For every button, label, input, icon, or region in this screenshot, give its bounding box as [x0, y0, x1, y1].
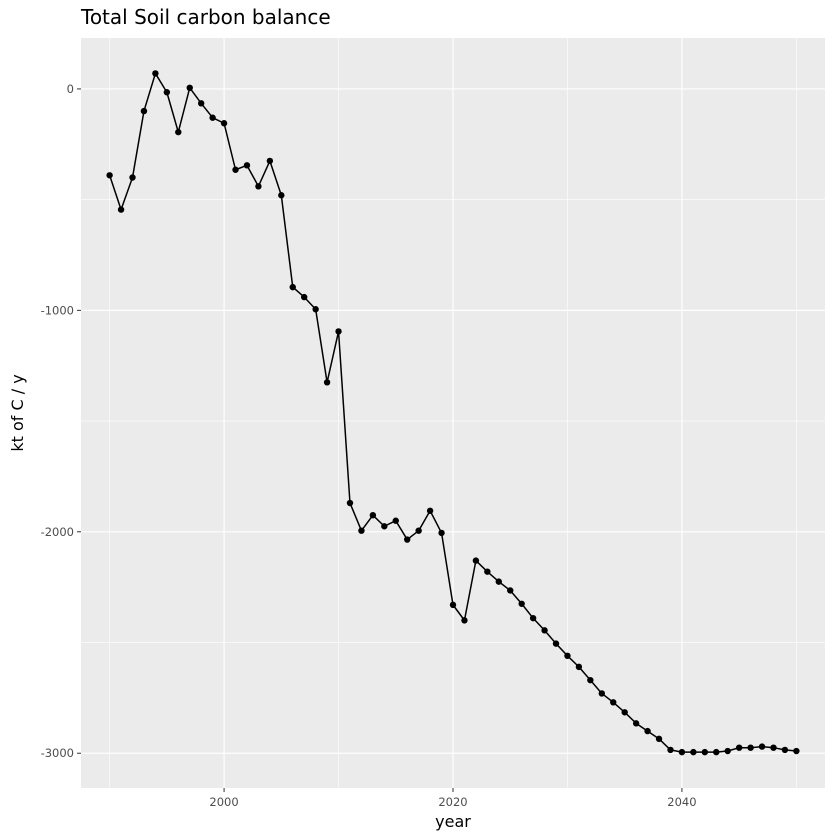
data-point — [346, 499, 354, 507]
data-point — [415, 527, 422, 534]
data-point — [186, 84, 193, 92]
data-point — [541, 627, 548, 634]
data-point — [152, 70, 159, 77]
data-point — [392, 517, 399, 524]
data-point — [461, 617, 468, 624]
data-point — [209, 114, 216, 121]
data-point — [255, 183, 262, 190]
axis-ticks — [77, 88, 683, 792]
major-gridlines — [81, 38, 825, 788]
data-point — [587, 676, 594, 684]
data-point — [632, 720, 640, 727]
data-point — [518, 600, 525, 607]
data-point — [323, 379, 331, 386]
data-point — [335, 328, 342, 335]
data-point — [793, 747, 800, 755]
data-point — [529, 614, 537, 622]
data-point — [197, 100, 205, 107]
data-point — [552, 640, 560, 647]
data-point — [404, 536, 411, 543]
y-tick-label: -2000 — [41, 525, 74, 539]
chart-title: Total Soil carbon balance — [80, 5, 331, 29]
data-point — [724, 747, 731, 755]
data-point — [163, 89, 171, 96]
data-point — [289, 283, 296, 291]
data-point — [735, 744, 743, 751]
y-tick-label: -1000 — [41, 303, 74, 317]
data-point — [690, 748, 697, 756]
data-point — [426, 507, 434, 514]
x-tick-label: 2020 — [438, 795, 467, 809]
data-point — [220, 120, 228, 127]
data-point — [781, 746, 789, 754]
data-point — [117, 206, 125, 213]
data-point — [678, 748, 686, 756]
data-point — [301, 293, 308, 301]
data-point — [655, 735, 663, 743]
data-point — [106, 172, 113, 179]
data-point — [369, 511, 377, 519]
data-point — [713, 748, 720, 756]
data-point — [598, 690, 605, 697]
data-point — [381, 523, 388, 530]
x-axis-title: year — [435, 812, 471, 831]
x-tick-label: 2000 — [209, 795, 238, 809]
y-axis-title: kt of C / y — [8, 374, 27, 451]
data-point — [575, 663, 583, 671]
data-point — [621, 709, 628, 716]
y-tick-label: -3000 — [41, 746, 74, 760]
data-point — [140, 107, 148, 115]
data-point — [266, 157, 274, 165]
data-point — [758, 743, 766, 750]
data-point — [438, 529, 445, 537]
data-point — [667, 746, 674, 754]
tick-labels: 2000 2020 2040 0 -1000 -2000 -3000 — [41, 82, 697, 809]
data-point — [484, 568, 491, 575]
data-point — [449, 601, 457, 609]
data-point — [129, 174, 136, 181]
data-point — [278, 192, 285, 199]
data-point — [701, 748, 709, 756]
data-point — [507, 587, 514, 594]
data-point — [770, 744, 777, 751]
y-tick-label: 0 — [67, 82, 74, 96]
data-point — [358, 527, 365, 534]
x-tick-label: 2040 — [667, 795, 696, 809]
data-point — [243, 162, 251, 169]
data-point — [564, 652, 571, 660]
data-point — [495, 578, 502, 585]
data-point — [610, 699, 617, 706]
data-point — [747, 744, 754, 751]
data-point — [472, 557, 480, 564]
data-point — [644, 727, 651, 735]
data-point — [232, 166, 239, 173]
data-layer — [106, 70, 800, 756]
data-point — [312, 306, 319, 313]
data-point — [175, 128, 182, 136]
